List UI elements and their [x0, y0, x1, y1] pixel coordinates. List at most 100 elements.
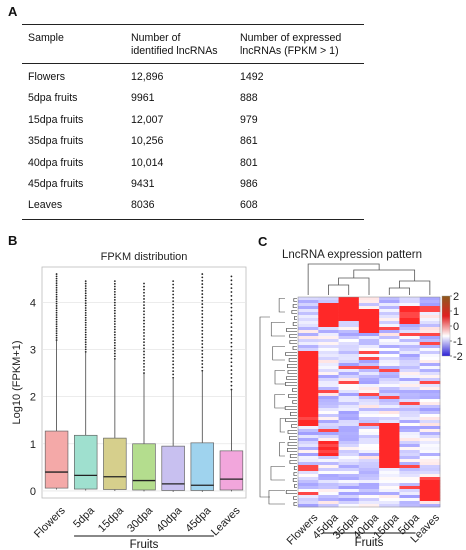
heatmap-cell — [318, 480, 339, 484]
heatmap-cell — [419, 345, 441, 349]
row-dendrogram-branch — [293, 298, 297, 302]
heatmap-cell — [338, 354, 360, 358]
heatmap-cell — [399, 450, 421, 454]
table-header-cell: lncRNAs (FPKM > 1) — [240, 45, 339, 57]
outlier-point — [113, 317, 116, 320]
heatmap-cell — [318, 315, 339, 319]
outlier-point — [143, 359, 145, 362]
outlier-point — [113, 325, 116, 328]
table-cell: 12,007 — [131, 113, 164, 126]
heatmap-cell — [298, 378, 319, 382]
outlier-point — [143, 328, 145, 331]
heatmap-cell — [399, 492, 421, 496]
row-dendrogram-branch — [272, 346, 285, 361]
heatmap-cell — [399, 396, 421, 400]
outlier-point — [143, 298, 145, 300]
heatmap-cell — [318, 327, 339, 331]
heatmap-cell — [419, 486, 441, 490]
outlier-point — [55, 293, 58, 296]
heatmap-cell — [318, 321, 339, 325]
heatmap-cell — [399, 306, 421, 310]
outlier-point — [55, 309, 58, 312]
heatmap-cell — [379, 339, 400, 343]
heatmap-cell — [358, 483, 380, 487]
outlier-point — [172, 280, 175, 283]
heatmap-cell — [399, 372, 421, 376]
heatmap-cell — [318, 492, 339, 496]
outlier-point — [113, 333, 116, 336]
outlier-point — [55, 295, 58, 298]
outlier-point — [143, 356, 145, 359]
outlier-point — [113, 323, 116, 325]
heatmap-cell — [318, 378, 339, 382]
heatmap-cell — [399, 333, 421, 337]
outlier-point — [55, 298, 58, 301]
heatmap-cell — [298, 387, 319, 391]
heatmap-cell — [298, 393, 319, 397]
heatmap-cell — [379, 468, 400, 472]
row-dendrogram-branch — [289, 334, 297, 338]
outlier-point — [84, 297, 87, 300]
heatmap-cell — [298, 360, 319, 364]
outlier-point — [113, 328, 116, 331]
outlier-point — [172, 293, 175, 296]
heatmap-cell — [358, 480, 380, 484]
heatmap-cell — [318, 462, 339, 466]
heatmap-cell — [338, 402, 360, 406]
heatmap-cell — [379, 369, 400, 373]
heatmap-cell — [379, 414, 400, 418]
heatmap-cell — [338, 483, 360, 487]
heatmap-cell — [298, 462, 319, 466]
heatmap-cell — [419, 327, 441, 331]
heatmap-cell — [379, 450, 400, 454]
heatmap-cell — [399, 468, 421, 472]
heatmap-cell — [318, 357, 339, 361]
outlier-point — [84, 287, 87, 290]
outlier-point — [230, 302, 233, 305]
heatmap-cell — [399, 504, 421, 508]
outlier-point — [113, 312, 116, 315]
heatmap-cell — [399, 435, 421, 439]
heatmap-cell — [419, 465, 441, 469]
heatmap-cell — [298, 414, 319, 418]
heatmap-cell — [379, 417, 400, 421]
heatmap-cell — [298, 336, 319, 340]
outlier-point — [55, 334, 58, 337]
outlier-point — [230, 283, 233, 286]
outlier-point — [84, 282, 87, 285]
outlier-point — [201, 289, 204, 292]
heatmap-cell — [298, 480, 319, 484]
heatmap-cell — [358, 432, 380, 436]
heatmap-cell — [298, 333, 319, 337]
heatmap-cell — [338, 393, 360, 397]
outlier-point — [55, 316, 58, 319]
heatmap-cell — [318, 384, 339, 388]
heatmap-cell — [419, 348, 441, 352]
heatmap-cell — [298, 459, 319, 463]
heatmap-cell — [318, 375, 339, 379]
heatmap-cell — [399, 309, 421, 313]
heatmap-cell — [298, 354, 319, 358]
heatmap-cell — [379, 363, 400, 367]
heatmap-cell — [338, 426, 360, 430]
heatmap-cell — [419, 393, 441, 397]
row-dendrogram-branch — [286, 376, 297, 380]
heatmap-cell — [419, 297, 441, 301]
box — [219, 450, 244, 491]
outlier-point — [172, 336, 175, 339]
y-tick-label: 0 — [30, 486, 36, 498]
heatmap-cell — [399, 363, 421, 367]
heatmap-cell — [379, 345, 400, 349]
outlier-point — [84, 341, 87, 344]
heatmap-cell — [318, 381, 339, 385]
outlier-point — [84, 336, 87, 339]
outlier-point — [201, 336, 204, 339]
table-cell: 1492 — [240, 71, 264, 83]
heatmap-cell — [318, 312, 339, 316]
heatmap-cell — [358, 303, 380, 307]
heatmap-cell — [298, 465, 319, 469]
heatmap-cell — [399, 375, 421, 379]
heatmap-cell — [338, 363, 360, 367]
heatmap-cell — [298, 330, 319, 334]
heatmap-cell — [379, 330, 400, 334]
